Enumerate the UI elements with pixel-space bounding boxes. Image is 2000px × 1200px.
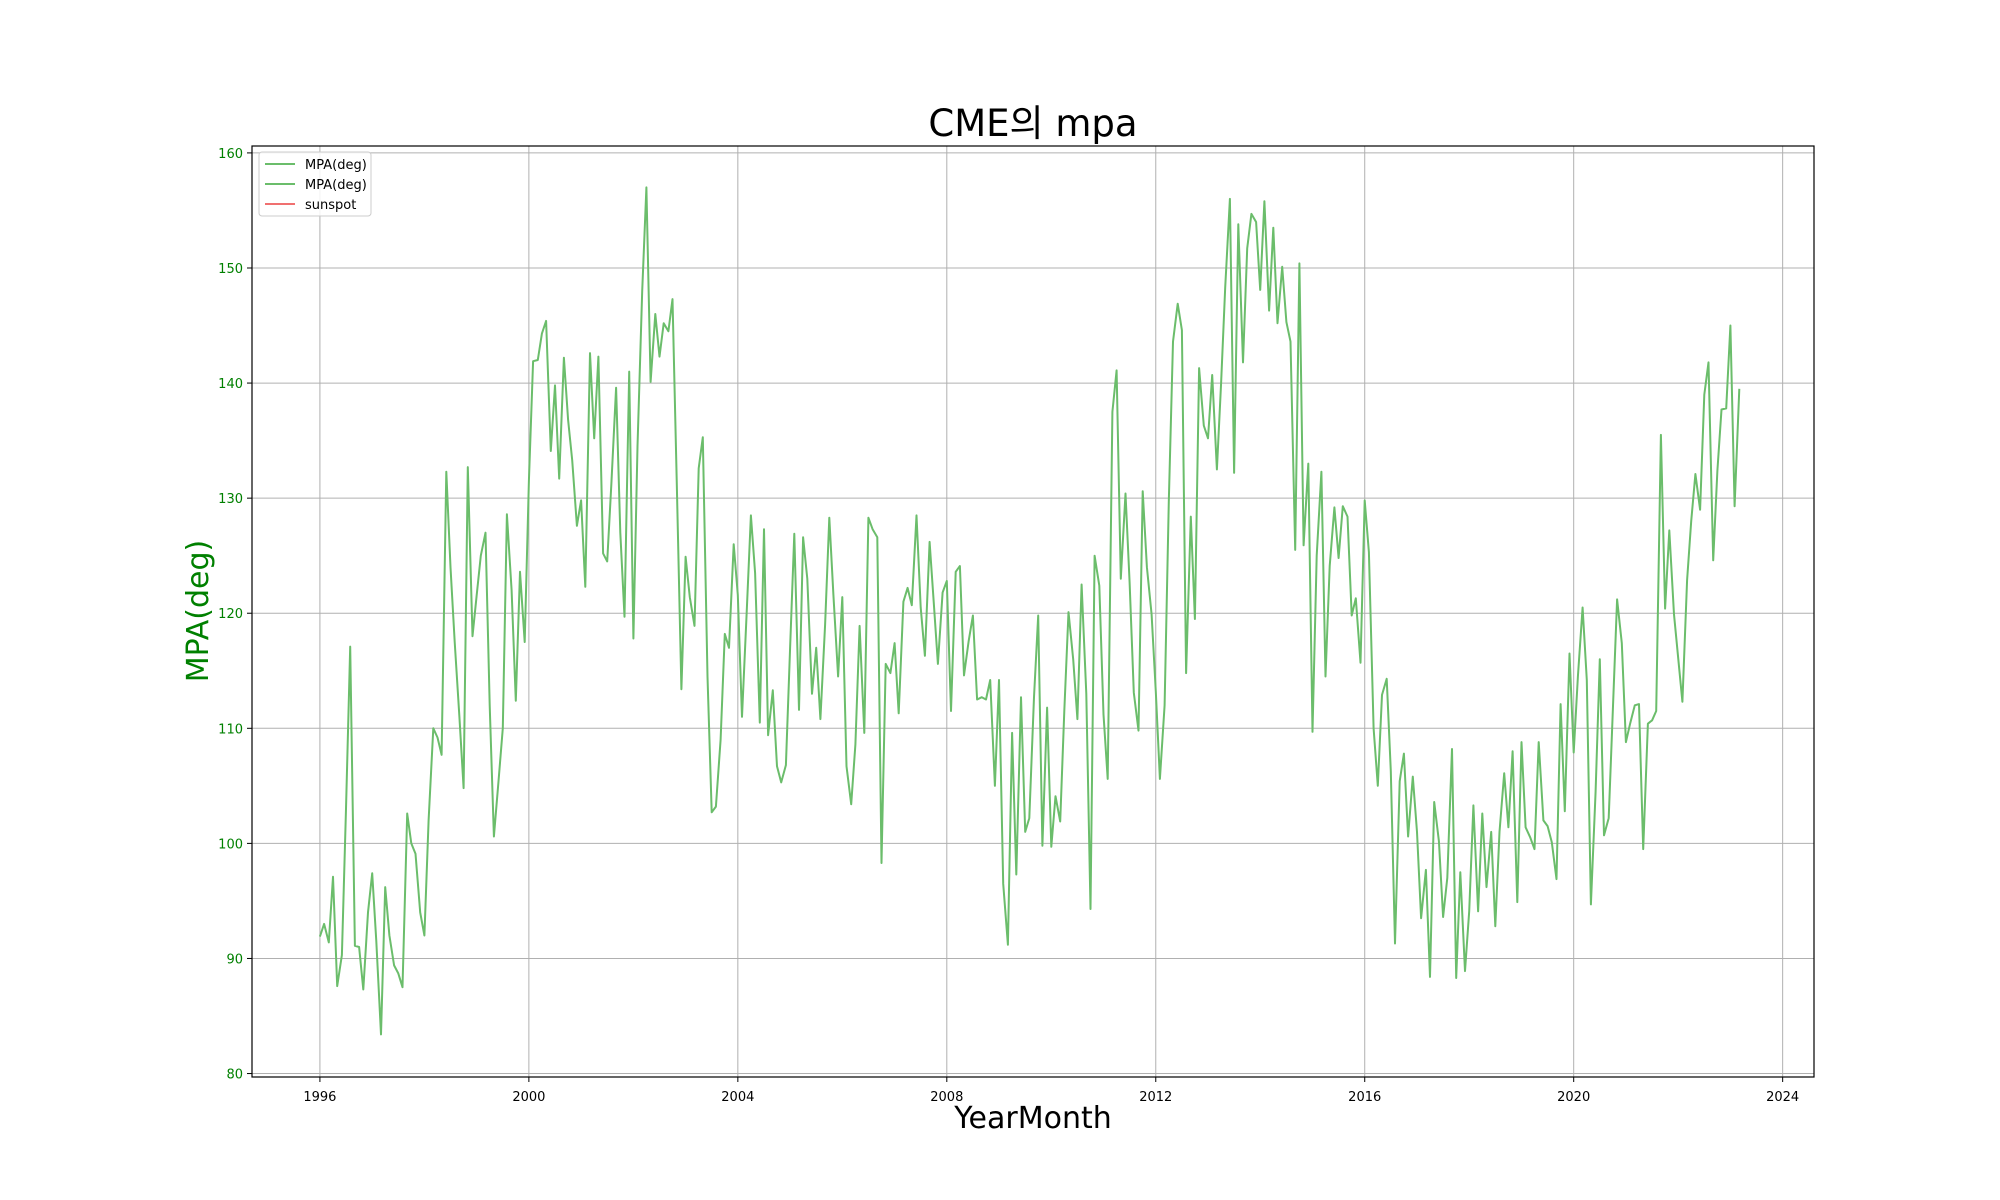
- x-tick-label: 2012: [1139, 1090, 1172, 1105]
- legend-label: MPA(deg): [305, 158, 367, 173]
- y-tick-label: 140: [218, 377, 243, 392]
- x-tick-label: 2000: [512, 1090, 545, 1105]
- x-tick-label: 2024: [1766, 1090, 1799, 1105]
- series-line-mpa: [318, 186, 1741, 1036]
- y-tick-label: 100: [218, 837, 243, 852]
- plot-area-frame: [251, 145, 1815, 1078]
- y-tick-label: 130: [218, 492, 243, 507]
- chart-title: CME의 mpa: [928, 102, 1137, 145]
- y-tick-label: 150: [218, 262, 243, 277]
- legend-label: MPA(deg): [305, 178, 367, 193]
- x-tick-label: 2020: [1557, 1090, 1590, 1105]
- y-tick-label: 120: [218, 607, 243, 622]
- legend: MPA(deg) MPA(deg) sunspot: [258, 151, 372, 217]
- x-axis-ticks: 1996 2000 2004 2008 2012 2016 2020 2024: [303, 1077, 1799, 1105]
- x-tick-label: 2008: [930, 1090, 963, 1105]
- x-tick-label: 2016: [1348, 1090, 1381, 1105]
- y-axis-ticks: 80 90 100 110 120 130 140 150 160: [218, 147, 252, 1083]
- y-tick-label: 90: [226, 952, 243, 967]
- grid: [252, 146, 1814, 1077]
- y-tick-label: 110: [218, 722, 243, 737]
- y-tick-label: 80: [226, 1068, 243, 1083]
- y-axis-label: MPA(deg): [181, 540, 216, 683]
- series-layer: [318, 186, 1741, 1036]
- y-tick-label: 160: [218, 147, 243, 162]
- legend-box: [258, 151, 372, 217]
- x-axis-label: YearMonth: [953, 1101, 1112, 1136]
- x-tick-label: 2004: [721, 1090, 754, 1105]
- x-tick-label: 1996: [303, 1090, 336, 1105]
- legend-label: sunspot: [305, 198, 356, 213]
